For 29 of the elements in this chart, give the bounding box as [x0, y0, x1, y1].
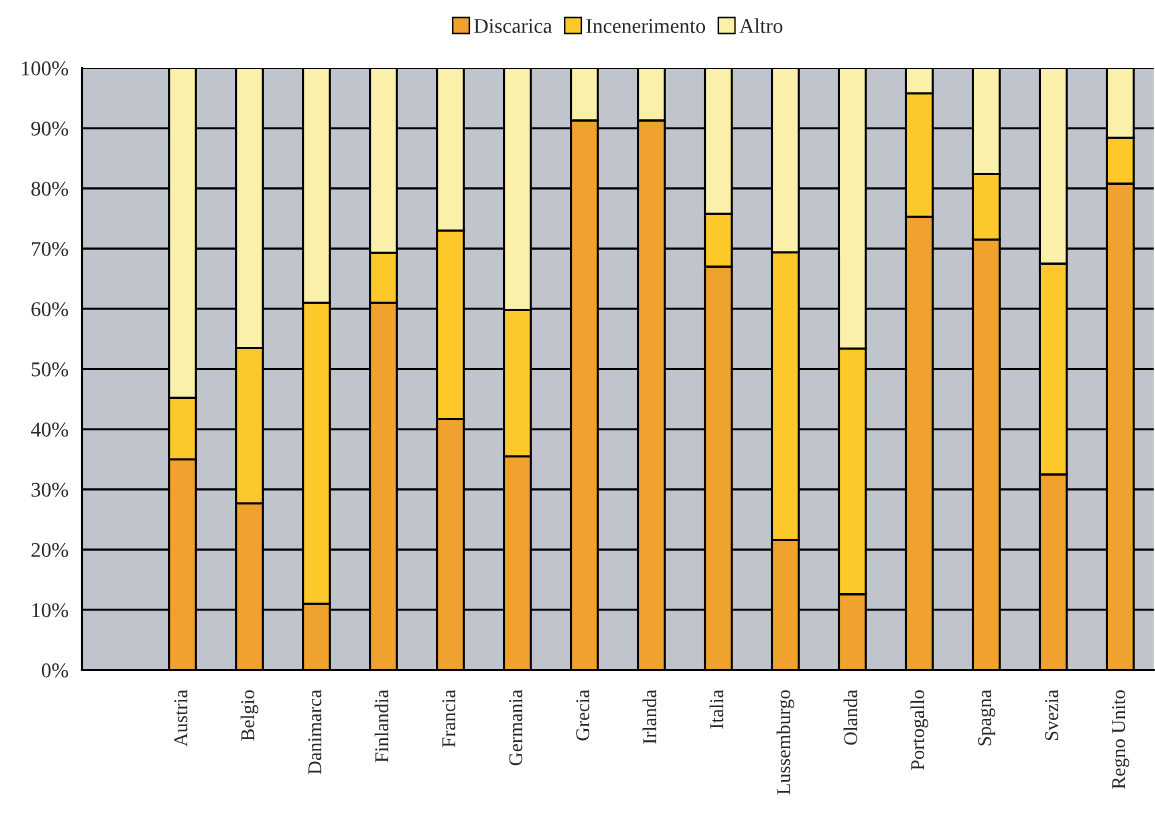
x-tick-label: Belgio [240, 690, 259, 741]
x-tick-label: Francia [442, 689, 456, 748]
legend-label: Incenerimento [586, 18, 706, 33]
y-tick-label: 70% [31, 241, 69, 257]
x-tick-label: Lussemburgo [776, 690, 795, 795]
x-tick-label: Germania [509, 689, 523, 766]
y-tick-label: 50% [31, 362, 69, 377]
x-tick-label: Irlanda [642, 689, 657, 744]
y-tick-label: 100% [22, 61, 69, 76]
x-tick-label: Grecia [576, 689, 590, 741]
y-tick-label: 10% [32, 603, 69, 618]
y-tick-label: 0% [41, 663, 69, 678]
y-tick-label: 80% [31, 181, 69, 196]
x-tick-label: Danimarca [308, 689, 322, 775]
legend-label: Discarica [474, 18, 552, 33]
x-tick-label: Svezia [1045, 689, 1059, 740]
x-tick-label: Regno Unito [1112, 690, 1130, 789]
y-tick-label: 60% [31, 302, 69, 317]
y-tick-label: 20% [31, 542, 69, 558]
x-tick-label: Spagna [978, 689, 996, 746]
x-tick-label: Olanda [843, 689, 858, 745]
x-tick-label: Italia [709, 689, 724, 729]
y-tick-label: 30% [31, 482, 69, 497]
y-tick-label: 90% [31, 121, 69, 136]
x-tick-label: Austria [174, 689, 188, 747]
x-tick-label: Finlandia [374, 689, 389, 763]
y-tick-label: 40% [31, 422, 69, 437]
legend-label: Altro [739, 18, 783, 33]
x-tick-label: Portogallo [910, 690, 929, 770]
